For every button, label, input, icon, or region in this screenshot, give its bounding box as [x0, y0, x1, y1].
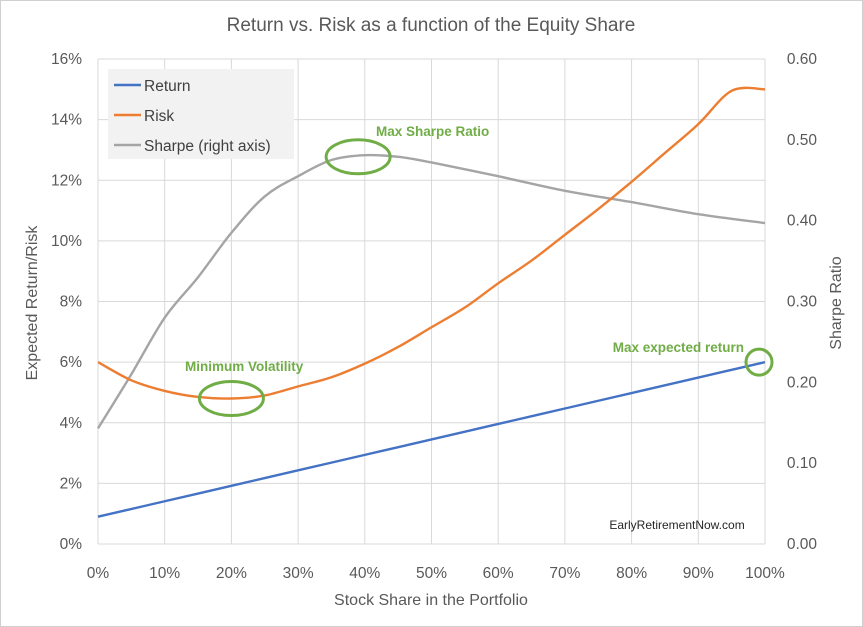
y-tick-label: 0%	[60, 536, 83, 553]
y2-axis-title: Sharpe Ratio	[828, 256, 845, 349]
x-tick-label: 0%	[87, 565, 110, 582]
x-tick-label: 40%	[349, 565, 380, 582]
y-tick-label: 4%	[60, 415, 83, 432]
x-tick-label: 70%	[549, 565, 580, 582]
annotation-min-volatility: Minimum Volatility	[185, 359, 304, 374]
credit-text: EarlyRetirementNow.com	[609, 518, 744, 532]
legend-label-sharpe: Sharpe (right axis)	[144, 138, 271, 155]
y-tick-label: 8%	[60, 294, 83, 311]
y2-tick-label: 0.60	[787, 51, 818, 68]
y-tick-label: 10%	[51, 233, 82, 250]
series-line-sharpe	[96, 153, 766, 430]
y2-tick-label: 0.10	[787, 455, 818, 472]
annotations: Max Sharpe Ratio Minimum Volatility Max ex…	[185, 124, 774, 417]
y2-tick-label: 0.40	[787, 213, 818, 230]
y-tick-label: 16%	[51, 51, 82, 68]
chart-title: Return vs. Risk as a function of the Equ…	[227, 15, 636, 36]
annotation-max-return: Max expected return	[613, 340, 744, 355]
y2-tick-label: 0.50	[787, 132, 818, 149]
annotation-max-sharpe: Max Sharpe Ratio	[376, 124, 489, 139]
y-tick-label: 6%	[60, 354, 83, 371]
max-sharpe-circle	[324, 138, 392, 176]
x-tick-label: 80%	[616, 565, 647, 582]
x-tick-label: 90%	[683, 565, 714, 582]
x-axis-title: Stock Share in the Portfolio	[334, 592, 528, 609]
y-tick-label: 14%	[51, 112, 82, 129]
legend: Return Risk Sharpe (right axis)	[108, 69, 294, 159]
y2-tick-label: 0.20	[787, 374, 818, 391]
y2-tick-label: 0.30	[787, 294, 818, 311]
x-tick-label: 30%	[283, 565, 314, 582]
x-tick-label: 60%	[483, 565, 514, 582]
series-line-return	[97, 360, 766, 518]
series-line-risk	[97, 86, 766, 400]
series-layer	[96, 86, 766, 518]
x-tick-label: 20%	[216, 565, 247, 582]
x-tick-label: 10%	[149, 565, 180, 582]
y-tick-label: 12%	[51, 172, 82, 189]
legend-label-return: Return	[144, 78, 191, 95]
x-tick-label: 50%	[416, 565, 447, 582]
max-return-circle	[744, 347, 774, 377]
x-tick-label: 100%	[745, 565, 785, 582]
y-tick-label: 2%	[60, 475, 83, 492]
legend-label-risk: Risk	[144, 108, 174, 125]
y-axis-title: Expected Return/Risk	[24, 225, 41, 381]
min-volatility-circle	[197, 380, 265, 417]
y2-tick-label: 0.00	[787, 536, 818, 553]
axes: 0% 2% 4% 6% 8% 10% 12% 14% 16% 0.00 0.10 0.20 0.30 0.…	[51, 51, 817, 582]
